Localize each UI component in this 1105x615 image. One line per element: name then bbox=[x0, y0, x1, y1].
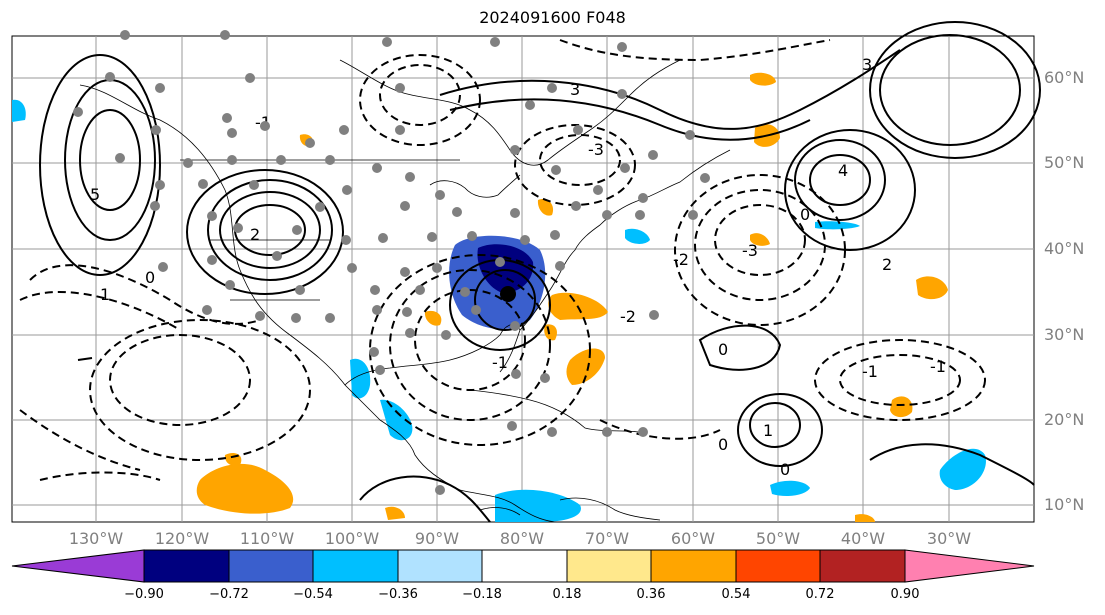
positive-anomaly-fills bbox=[196, 72, 948, 522]
lon-label: 50°W bbox=[755, 529, 801, 548]
lon-label: 90°W bbox=[414, 529, 460, 548]
contour-label: -3 bbox=[742, 241, 758, 260]
colorbar-tick-label: −0.36 bbox=[378, 587, 418, 602]
lat-label: 40°N bbox=[1044, 239, 1085, 258]
map-title: 2024091600 F048 bbox=[479, 8, 626, 27]
contour-label: 1 bbox=[100, 285, 110, 304]
lon-label: 120°W bbox=[154, 529, 210, 548]
colorbar-tick-label: 0.18 bbox=[552, 587, 582, 602]
colorbar-segment bbox=[481, 549, 568, 583]
colorbar bbox=[11, 549, 1035, 583]
contour-label: 2 bbox=[250, 225, 260, 244]
contour-label: 5 bbox=[90, 185, 100, 204]
colorbar-segment bbox=[312, 549, 399, 583]
colorbar-segment bbox=[819, 549, 906, 583]
contour-label: 0 bbox=[718, 340, 728, 359]
colorbar-tick-label: −0.54 bbox=[293, 587, 333, 602]
contour-label: -2 bbox=[620, 307, 636, 326]
contour-label: 3 bbox=[862, 55, 872, 74]
colorbar-segment bbox=[397, 549, 483, 583]
negative-anomaly-fills bbox=[12, 99, 986, 522]
storm-center-marker bbox=[500, 286, 516, 302]
colorbar-extend-high bbox=[904, 549, 1035, 583]
contour-label: 0 bbox=[780, 460, 790, 479]
colorbar-segment bbox=[566, 549, 652, 583]
contour-label: 0 bbox=[718, 435, 728, 454]
colorbar-segment bbox=[143, 549, 230, 583]
contour-label: -3 bbox=[588, 140, 604, 159]
colorbar-segment bbox=[650, 549, 737, 583]
lat-label: 20°N bbox=[1044, 410, 1085, 429]
contour-label: 2 bbox=[882, 255, 892, 274]
contour-label: -1 bbox=[930, 357, 946, 376]
colorbar-tick-label: −0.90 bbox=[124, 587, 164, 602]
colorbar-segment bbox=[735, 549, 821, 583]
contour-label: 4 bbox=[838, 161, 848, 180]
colorbar-tick-label: −0.18 bbox=[462, 587, 502, 602]
contour-labels: 5 2 1 0 -1 -3 4 3 2 -2 -3 0 3 0 -1 -2 -1… bbox=[90, 55, 946, 479]
lon-label: 100°W bbox=[324, 529, 380, 548]
contour-label: 1 bbox=[763, 421, 773, 440]
colorbar-tick-label: −0.72 bbox=[209, 587, 249, 602]
contour-label: -1 bbox=[492, 353, 508, 372]
lon-label: 130°W bbox=[68, 529, 124, 548]
lon-label: 40°W bbox=[840, 529, 886, 548]
lat-label: 30°N bbox=[1044, 325, 1085, 344]
colorbar-tick-label: 0.36 bbox=[636, 587, 666, 602]
contour-label: 0 bbox=[145, 268, 155, 287]
lon-label: 110°W bbox=[239, 529, 295, 548]
colorbar-extend-low bbox=[11, 549, 145, 583]
station-dots bbox=[73, 30, 710, 495]
lon-label: 30°W bbox=[926, 529, 972, 548]
lat-label: 50°N bbox=[1044, 153, 1085, 172]
lon-label: 60°W bbox=[670, 529, 716, 548]
colorbar-tick-label: 0.72 bbox=[805, 587, 835, 602]
lat-label: 60°N bbox=[1044, 68, 1085, 87]
lon-label: 70°W bbox=[584, 529, 630, 548]
colorbar-tick-label: 0.90 bbox=[890, 587, 920, 602]
lon-label: 80°W bbox=[499, 529, 545, 548]
contour-label: -2 bbox=[673, 250, 689, 269]
contour-label: 3 bbox=[570, 80, 580, 99]
contour-label: -1 bbox=[862, 362, 878, 381]
colorbar-segment bbox=[228, 549, 314, 583]
contour-label: 0 bbox=[800, 205, 810, 224]
colorbar-tick-label: 0.54 bbox=[721, 587, 751, 602]
lat-label: 10°N bbox=[1044, 495, 1085, 514]
